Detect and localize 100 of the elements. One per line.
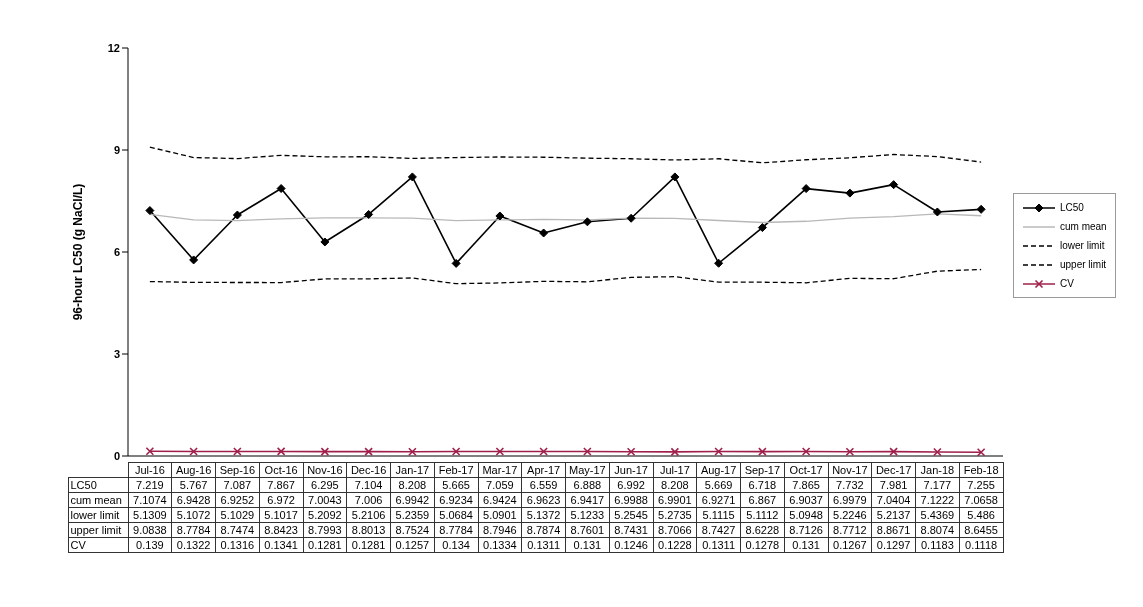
data-label: 5.1017 [259,507,303,523]
data-label: 9.0838 [128,522,172,538]
data-label: 5.669 [696,477,741,493]
data-label: 0.1311 [521,537,566,553]
legend-label: CV [1060,278,1074,289]
data-label: 5.2545 [609,507,653,523]
data-label: 0.1316 [215,537,260,553]
data-label: 5.486 [959,507,1003,523]
data-label: 0.1334 [478,537,522,553]
data-label: 6.9271 [696,492,741,508]
data-label: 0.1183 [915,537,960,553]
data-label: 7.981 [871,477,916,493]
y-tick-label: 9 [113,143,120,156]
data-label: 0.1267 [828,537,872,553]
data-label: 5.2735 [653,507,697,523]
y-axis-title: 96-hour LC50 (g NaCl/L) [71,183,86,321]
x-tick-label: Jun-17 [609,462,653,478]
data-label: 6.9037 [784,492,828,508]
data-label: 0.1246 [609,537,653,553]
x-tick-label: Aug-16 [171,462,216,478]
data-label: 7.059 [478,477,522,493]
data-label: 8.7874 [521,522,566,538]
x-tick-label: Sep-17 [740,462,785,478]
data-label: 5.4369 [915,507,960,523]
data-label: 6.867 [740,492,785,508]
data-label: 5.1112 [740,507,785,523]
x-tick-label: Mar-17 [478,462,522,478]
data-label: 0.1311 [696,537,741,553]
x-tick-label: Feb-17 [434,462,478,478]
x-tick-label: Dec-17 [871,462,916,478]
data-label: 8.7712 [828,522,872,538]
x-tick-label: Nov-16 [303,462,347,478]
data-label: 8.208 [390,477,435,493]
data-label: 8.8013 [346,522,391,538]
legend-label: cum mean [1060,221,1107,232]
text: lower limit [70,509,120,521]
data-label: 6.9942 [390,492,435,508]
data-label: 5.2106 [346,507,391,523]
data-label: 8.6455 [959,522,1003,538]
text: LC50 [70,479,97,491]
data-label: 0.1257 [390,537,435,553]
data-label: 5.0948 [784,507,828,523]
data-label: 0.1228 [653,537,697,553]
data-label: 0.131 [784,537,828,553]
legend-label: lower limit [1060,240,1105,251]
x-tick-label: Oct-16 [259,462,303,478]
data-label: 7.255 [959,477,1003,493]
x-tick-label: May-17 [565,462,610,478]
data-label: 7.219 [128,477,172,493]
data-label: 7.865 [784,477,828,493]
text: CV [70,539,86,551]
data-label: 5.0684 [434,507,478,523]
data-label: 8.7524 [390,522,435,538]
y-tick-label: 6 [113,245,120,258]
data-label: 6.972 [259,492,303,508]
x-tick-label: Nov-17 [828,462,872,478]
data-label: 8.7601 [565,522,610,538]
data-label: 0.1281 [346,537,391,553]
data-label: 5.1309 [128,507,172,523]
legend-label: upper limit [1060,259,1107,270]
data-label: 5.1072 [171,507,216,523]
data-label: 6.295 [303,477,347,493]
data-label: 6.992 [609,477,653,493]
data-label: 8.7427 [696,522,741,538]
data-label: 0.131 [565,537,610,553]
data-label: 8.7784 [434,522,478,538]
data-label: 8.7784 [171,522,216,538]
data-label: 6.9428 [171,492,216,508]
data-label: 6.888 [565,477,610,493]
data-label: 5.1372 [521,507,566,523]
text: cum mean [70,494,122,506]
x-tick-label: Aug-17 [696,462,741,478]
x-tick-label: Oct-17 [784,462,828,478]
data-label: 6.9252 [215,492,260,508]
x-tick-label: Dec-16 [346,462,391,478]
data-label: 5.2137 [871,507,916,523]
x-tick-label: Feb-18 [959,462,1003,478]
data-label: 7.1074 [128,492,172,508]
data-label: 5.1029 [215,507,260,523]
data-label: 5.767 [171,477,216,493]
data-label: 7.0043 [303,492,347,508]
x-tick-label: Jan-17 [390,462,435,478]
data-label: 5.2246 [828,507,872,523]
data-label: 7.006 [346,492,391,508]
y-tick-label: 0 [113,449,120,462]
data-label: 8.208 [653,477,697,493]
data-label: 6.9901 [653,492,697,508]
data-label: 8.7126 [784,522,828,538]
data-label: 6.9979 [828,492,872,508]
legend-label: LC50 [1060,202,1084,213]
data-label: 5.2092 [303,507,347,523]
data-label: 7.177 [915,477,960,493]
data-label: 8.7066 [653,522,697,538]
data-label: 6.9988 [609,492,653,508]
data-label: 7.087 [215,477,260,493]
data-label: 5.0901 [478,507,522,523]
data-label: 6.9234 [434,492,478,508]
x-tick-label: Sep-16 [215,462,260,478]
data-label: 6.718 [740,477,785,493]
data-label: 0.134 [434,537,478,553]
